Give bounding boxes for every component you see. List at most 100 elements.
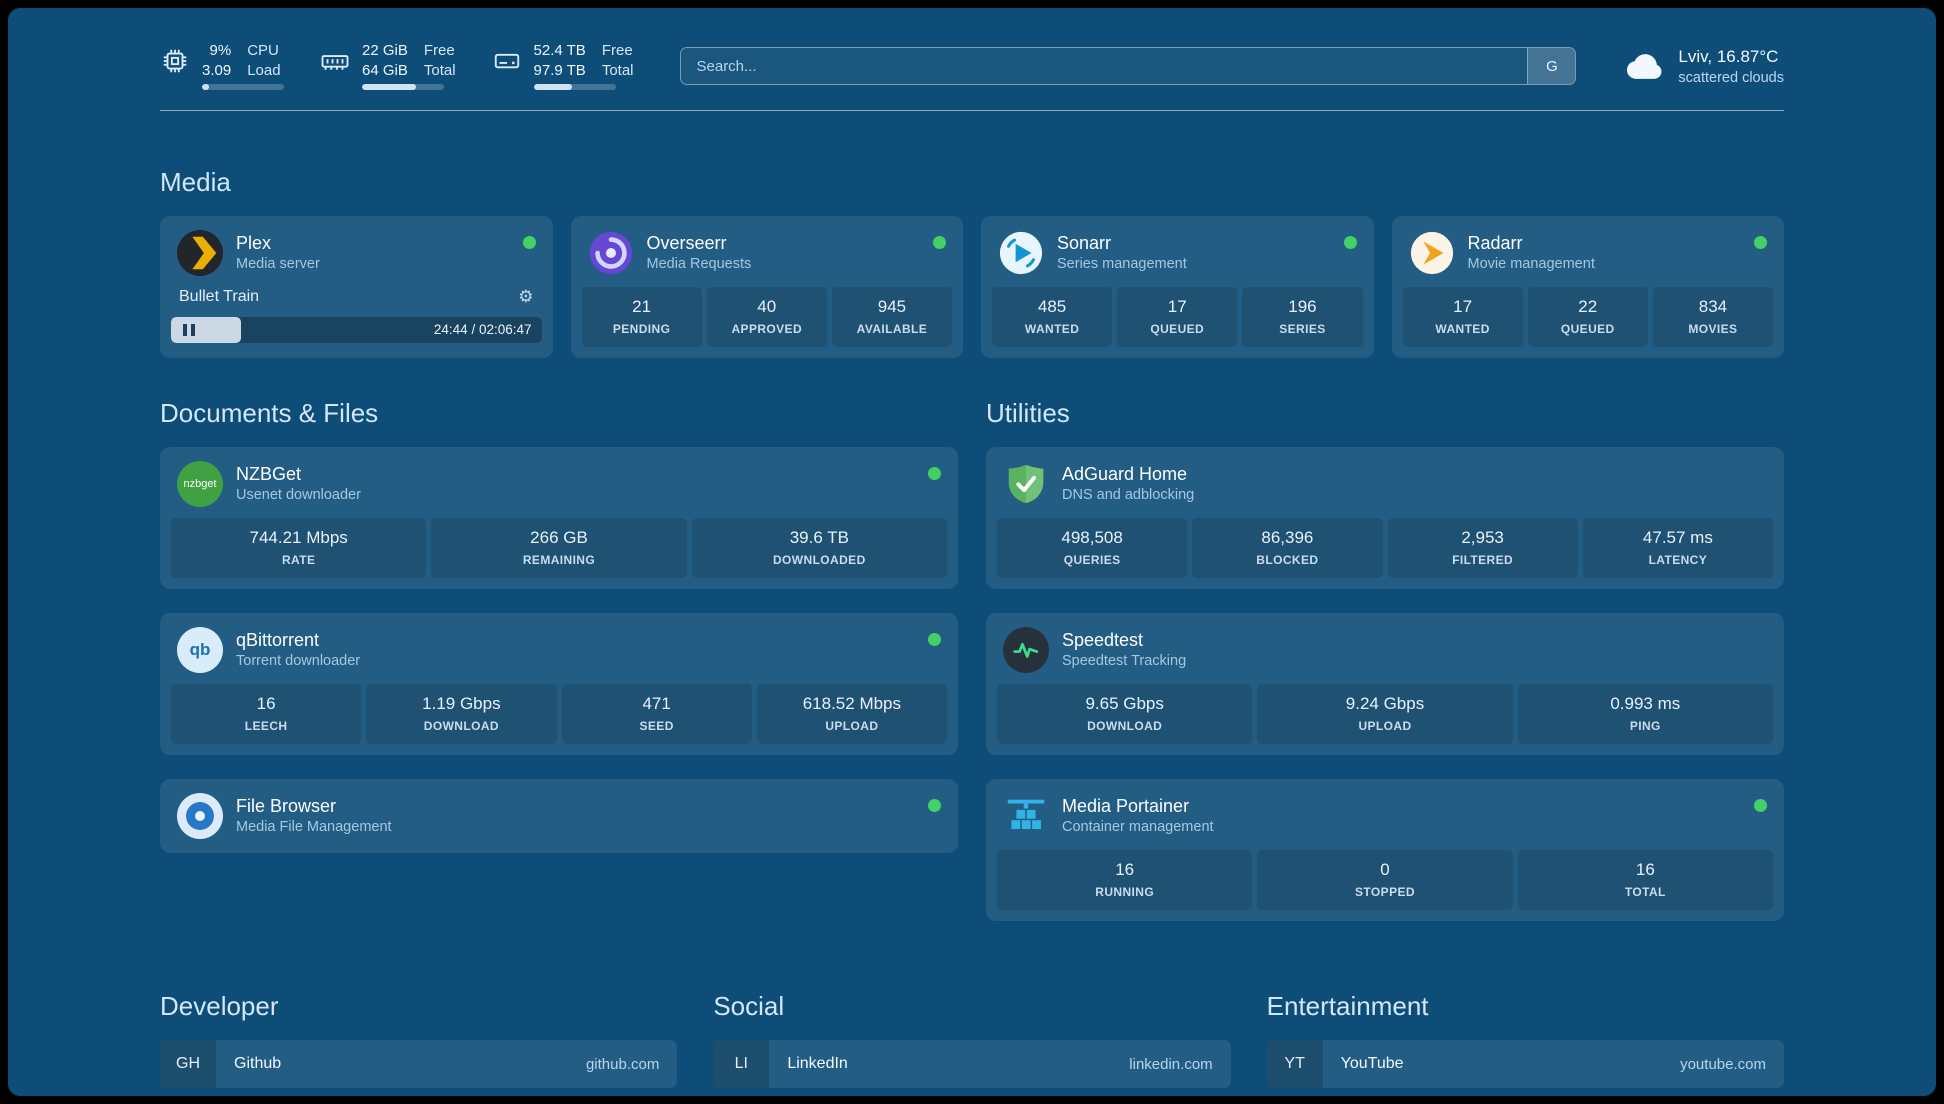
bookmark-youtube[interactable]: YT YouTube youtube.com (1266, 1040, 1784, 1088)
developer-column: Developer GH Github github.com SO StackO… (160, 945, 678, 1096)
filebrowser-icon (177, 793, 223, 839)
nzbget-icon-text: nzbget (183, 478, 217, 490)
bookmark-url: linkedin.com (1129, 1055, 1213, 1073)
service-name: Speedtest (1062, 630, 1144, 651)
documents-section-title: Documents & Files (160, 398, 379, 428)
stat-label: PING (1629, 719, 1661, 733)
qbittorrent-icon: qb (177, 627, 223, 673)
stat-value: 0 (1380, 860, 1390, 879)
utilities-column: Utilities AdGuard Home (986, 358, 1784, 945)
stat-value: 16 (1115, 860, 1135, 879)
service-name: Radarr (1467, 233, 1523, 254)
stat-value: 618.52 Mbps (802, 694, 902, 713)
stat-queued: 17 QUEUED (1117, 287, 1238, 347)
stat-queries: 498,508 QUERIES (997, 518, 1188, 578)
stat-value: 2,953 (1461, 528, 1504, 547)
disk-widget: 52.4 TB 97.9 TB Free Total (492, 42, 634, 90)
stat-blocked: 86,396 BLOCKED (1192, 518, 1383, 578)
stat-filtered: 2,953 FILTERED (1387, 518, 1578, 578)
service-name: AdGuard Home (1062, 464, 1188, 485)
stat-value: 0.993 ms (1610, 694, 1681, 713)
cpu-usage-label: CPU (247, 42, 279, 59)
service-description: Speedtest Tracking (1062, 653, 1187, 670)
status-dot (1754, 799, 1767, 812)
cpu-icon (163, 49, 187, 73)
stat-value: 485 (1037, 297, 1067, 316)
stat-label: APPROVED (731, 322, 803, 336)
player-progress-fill (171, 317, 242, 343)
search-bar: G (679, 47, 1577, 85)
stat-value: 266 GB (530, 528, 588, 547)
sonarr-card[interactable]: Sonarr Series management 485 WANTED 17 Q… (981, 216, 1374, 358)
service-description: Media File Management (236, 819, 392, 836)
service-name: Media Portainer (1062, 796, 1190, 817)
stat-label: DOWNLOAD (1087, 719, 1163, 733)
speedtest-card[interactable]: Speedtest Speedtest Tracking 9.65 Gbps D… (986, 613, 1784, 755)
disk-free-label: Free (601, 42, 633, 59)
service-name: Sonarr (1057, 233, 1112, 254)
speedtest-icon (1003, 627, 1049, 673)
documents-column: Documents & Files nzbget NZBGet Usenet d… (160, 358, 958, 877)
dashboard: 9% 3.09 CPU Load (8, 8, 1936, 1096)
stat-label: REMAINING (522, 553, 596, 567)
adguard-card[interactable]: AdGuard Home DNS and adblocking 498,508 … (986, 447, 1784, 589)
stat-value: 945 (877, 297, 907, 316)
topbar-divider (160, 110, 1784, 111)
stat-available: 945 AVAILABLE (831, 287, 953, 347)
stat-stopped: 0 STOPPED (1257, 850, 1513, 910)
social-section-title: Social (713, 991, 785, 1021)
disk-free-value: 52.4 TB (533, 42, 586, 59)
stat-value: 22 (1578, 297, 1598, 316)
cpu-progress-bar (202, 84, 284, 90)
weather-location: Lviv, 16.87°C (1678, 46, 1779, 66)
search-input[interactable] (680, 48, 1528, 84)
service-description: Torrent downloader (236, 653, 361, 670)
service-description: Movie management (1467, 256, 1595, 273)
media-section-title: Media (160, 167, 231, 197)
filebrowser-card[interactable]: File Browser Media File Management (160, 779, 958, 853)
entertainment-section-title: Entertainment (1266, 991, 1429, 1021)
plex-card[interactable]: Plex Media server Bullet Train ⚙ 24:44 /… (160, 216, 553, 358)
disk-total-value: 97.9 TB (533, 62, 586, 79)
stat-value: 16 (256, 694, 276, 713)
status-dot (1343, 236, 1357, 249)
portainer-card[interactable]: Media Portainer Container management 16 … (986, 779, 1784, 921)
overseerr-card[interactable]: Overseerr Media Requests 21 PENDING 40 A… (570, 216, 963, 358)
memory-progress-bar (362, 84, 444, 90)
radarr-icon (1409, 230, 1455, 276)
stat-latency: 47.57 ms LATENCY (1582, 518, 1773, 578)
bookmark-name: Github (234, 1055, 282, 1072)
cloud-icon (1627, 54, 1662, 79)
search-provider-button[interactable]: G (1527, 48, 1576, 84)
status-dot (928, 467, 941, 480)
radarr-card[interactable]: Radarr Movie management 17 WANTED 22 QUE… (1391, 216, 1784, 358)
gear-icon[interactable]: ⚙ (518, 287, 534, 306)
stat-wanted: 17 WANTED (1402, 287, 1523, 347)
stat-value: 196 (1288, 297, 1317, 316)
nzbget-card[interactable]: nzbget NZBGet Usenet downloader 744.21 M… (160, 447, 958, 589)
stat-label: SEED (639, 719, 674, 733)
stat-label: TOTAL (1624, 885, 1666, 899)
stat-label: RATE (281, 553, 316, 567)
overseerr-icon (588, 230, 634, 276)
status-dot (1754, 236, 1767, 249)
stat-label: AVAILABLE (856, 322, 928, 336)
stat-label: UPLOAD (825, 719, 879, 733)
stat-leech: 16 LEECH (171, 684, 362, 744)
stat-value: 744.21 Mbps (249, 528, 348, 547)
disk-progress-bar (533, 84, 616, 90)
pause-icon[interactable] (183, 324, 195, 336)
bookmark-abbr: GH (160, 1040, 216, 1088)
qbittorrent-card[interactable]: qb qBittorrent Torrent downloader 16 LEE… (160, 613, 958, 755)
service-description: Series management (1057, 256, 1187, 273)
stat-value: 16 (1635, 860, 1655, 879)
status-dot (928, 633, 941, 646)
stat-upload: 618.52 Mbps UPLOAD (756, 684, 947, 744)
plex-player-bar[interactable]: 24:44 / 02:06:47 (171, 317, 542, 343)
bookmark-name: YouTube (1340, 1055, 1404, 1072)
stat-pending: 21 PENDING (581, 287, 702, 347)
utilities-section-title: Utilities (986, 398, 1070, 428)
stat-value: 40 (757, 297, 777, 316)
bookmark-linkedin[interactable]: LI LinkedIn linkedin.com (713, 1040, 1231, 1088)
bookmark-github[interactable]: GH Github github.com (160, 1040, 678, 1088)
